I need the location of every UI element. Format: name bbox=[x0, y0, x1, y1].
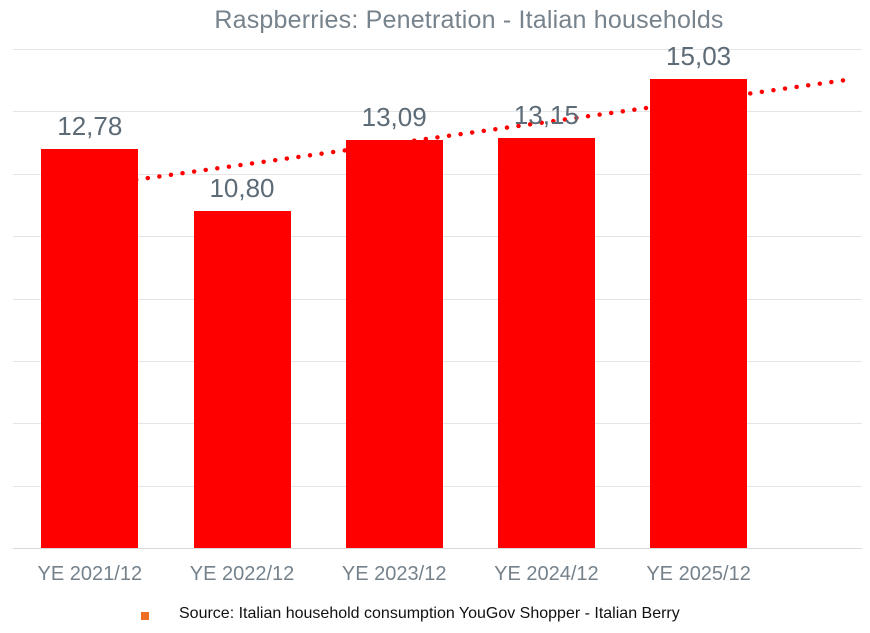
x-axis-label: YE 2023/12 bbox=[341, 563, 447, 585]
bar-value-label: 15,03 bbox=[666, 41, 732, 72]
x-axis-label: YE 2021/12 bbox=[37, 563, 143, 585]
bar-value-label: 12,78 bbox=[57, 111, 123, 142]
chart-title: Raspberries: Penetration - Italian house… bbox=[214, 6, 724, 34]
trendline-dotted bbox=[87, 77, 853, 189]
bar bbox=[650, 79, 748, 548]
bar-value-label: 13,09 bbox=[361, 101, 427, 132]
bar-value-label: 13,15 bbox=[513, 99, 579, 130]
bar-value-label: 10,80 bbox=[209, 173, 275, 204]
x-axis-label: YE 2025/12 bbox=[646, 563, 751, 585]
gridline bbox=[13, 49, 862, 50]
bar bbox=[193, 211, 291, 548]
x-axis-label: YE 2022/12 bbox=[189, 563, 295, 585]
x-axis-baseline bbox=[13, 548, 862, 549]
bar bbox=[41, 149, 139, 548]
gridline bbox=[13, 111, 862, 113]
bar bbox=[345, 139, 443, 548]
bullet-square-icon bbox=[141, 612, 149, 620]
source-text: Source: Italian household consumption Yo… bbox=[179, 605, 680, 622]
source-footer: Source: Italian household consumption Yo… bbox=[0, 603, 870, 629]
bar bbox=[497, 137, 595, 548]
x-axis-label: YE 2024/12 bbox=[494, 563, 599, 585]
